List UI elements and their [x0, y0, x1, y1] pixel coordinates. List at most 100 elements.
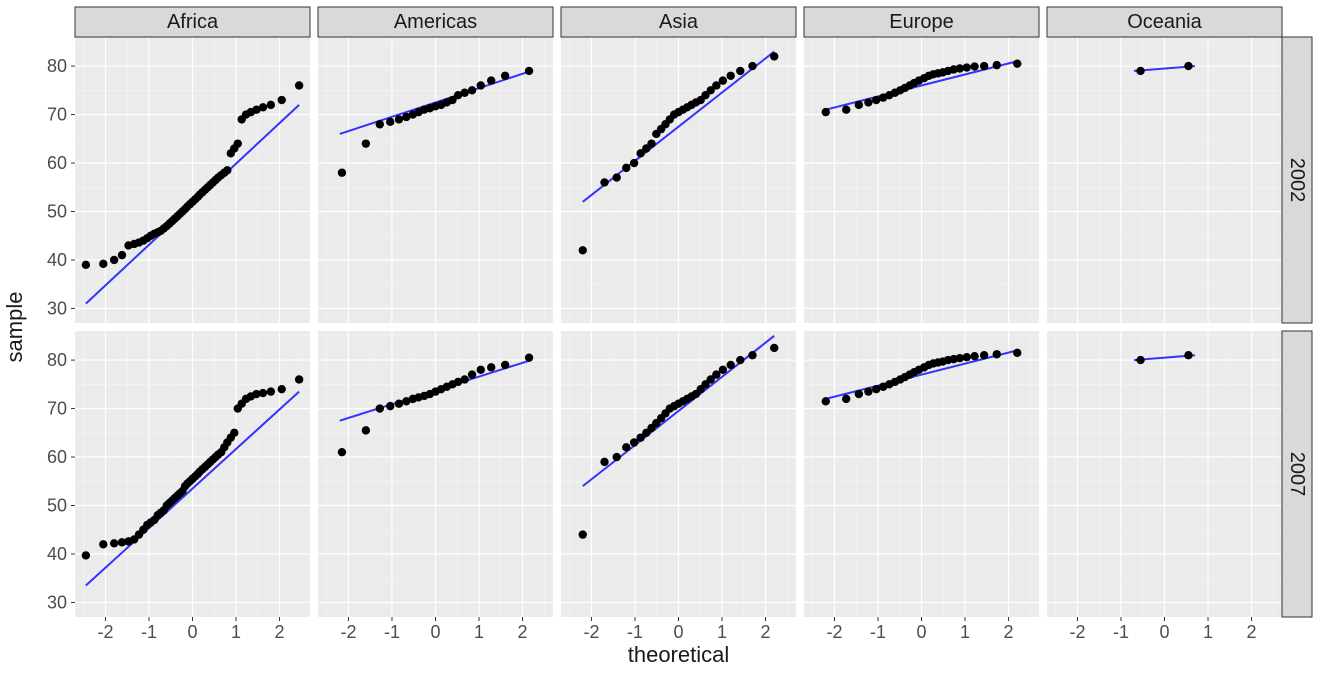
y-tick-label: 30: [47, 298, 67, 318]
qq-point: [970, 352, 978, 360]
qq-point: [1013, 59, 1021, 67]
qq-point: [118, 251, 126, 259]
qq-point: [82, 261, 90, 269]
qq-point: [1136, 67, 1144, 75]
qq-point: [278, 96, 286, 104]
x-tick-label: -2: [97, 622, 113, 642]
x-tick-label: 1: [231, 622, 241, 642]
x-tick-label: -1: [870, 622, 886, 642]
y-tick-label: 80: [47, 56, 67, 76]
y-tick-label: 70: [47, 399, 67, 419]
y-tick-label: 80: [47, 350, 67, 370]
qq-point: [338, 448, 346, 456]
qq-point: [630, 159, 638, 167]
x-tick-label: 0: [673, 622, 683, 642]
qq-point: [110, 539, 118, 547]
qq-point: [501, 72, 509, 80]
qq-point: [278, 385, 286, 393]
qq-point: [1136, 356, 1144, 364]
qq-point: [525, 67, 533, 75]
qq-point: [259, 103, 267, 111]
qq-point: [99, 260, 107, 268]
facet-label-col: Oceania: [1127, 11, 1202, 33]
x-tick-label: -2: [583, 622, 599, 642]
qq-point: [468, 86, 476, 94]
x-tick-label: 1: [960, 622, 970, 642]
qq-point: [855, 390, 863, 398]
qq-point: [487, 76, 495, 84]
qq-point: [613, 453, 621, 461]
x-tick-label: -2: [340, 622, 356, 642]
qq-point: [460, 89, 468, 97]
qq-point: [386, 402, 394, 410]
qq-point: [770, 344, 778, 352]
y-tick-label: 70: [47, 105, 67, 125]
y-tick-label: 50: [47, 202, 67, 222]
qq-point: [295, 81, 303, 89]
x-tick-label: 0: [1159, 622, 1169, 642]
qq-point: [622, 443, 630, 451]
x-tick-label: -2: [1069, 622, 1085, 642]
qq-point: [295, 375, 303, 383]
qq-point: [822, 108, 830, 116]
qq-point: [487, 363, 495, 371]
qq-point: [110, 256, 118, 264]
x-tick-label: 1: [1203, 622, 1213, 642]
qq-point: [822, 397, 830, 405]
x-tick-label: 2: [761, 622, 771, 642]
qq-point: [477, 366, 485, 374]
qq-point: [259, 389, 267, 397]
qq-point: [501, 361, 509, 369]
y-axis-title: sample: [2, 292, 27, 363]
qq-point: [468, 370, 476, 378]
qq-point: [460, 375, 468, 383]
qq-point: [99, 540, 107, 548]
y-tick-label: 50: [47, 496, 67, 516]
x-tick-label: 2: [1247, 622, 1257, 642]
x-tick-label: 0: [187, 622, 197, 642]
x-tick-label: -1: [1113, 622, 1129, 642]
qq-point: [736, 67, 744, 75]
qq-point: [82, 551, 90, 559]
qq-point: [970, 62, 978, 70]
qq-point: [376, 120, 384, 128]
qq-point: [748, 351, 756, 359]
y-tick-label: 40: [47, 544, 67, 564]
qq-point: [579, 246, 587, 254]
qq-point: [864, 387, 872, 395]
x-tick-label: 1: [717, 622, 727, 642]
qq-point: [230, 429, 238, 437]
qq-point: [600, 458, 608, 466]
qq-point: [748, 62, 756, 70]
x-tick-label: 2: [518, 622, 528, 642]
qq-point: [993, 350, 1001, 358]
x-tick-label: -1: [141, 622, 157, 642]
qq-point: [736, 356, 744, 364]
facet-label-col: Africa: [167, 11, 219, 33]
qq-point: [386, 118, 394, 126]
qq-point: [647, 139, 655, 147]
qq-point: [980, 62, 988, 70]
qq-point: [267, 101, 275, 109]
qq-point: [1013, 349, 1021, 357]
qq-facet-grid: AfricaAmericasAsiaEuropeOceania200220073…: [0, 0, 1344, 672]
qq-point: [864, 98, 872, 106]
qq-point: [855, 101, 863, 109]
qq-point: [719, 76, 727, 84]
facet-label-col: Asia: [659, 11, 699, 33]
x-tick-label: 0: [916, 622, 926, 642]
x-tick-label: 0: [430, 622, 440, 642]
qq-point: [622, 164, 630, 172]
x-tick-label: -1: [627, 622, 643, 642]
qq-point: [963, 63, 971, 71]
qq-point: [980, 351, 988, 359]
facet-label-row: 2002: [1286, 158, 1308, 203]
x-tick-label: 2: [1004, 622, 1014, 642]
qq-point: [362, 139, 370, 147]
qq-point: [267, 387, 275, 395]
qq-point: [525, 353, 533, 361]
qq-point: [727, 361, 735, 369]
qq-point: [963, 353, 971, 361]
qq-point: [223, 166, 231, 174]
x-tick-label: 2: [275, 622, 285, 642]
